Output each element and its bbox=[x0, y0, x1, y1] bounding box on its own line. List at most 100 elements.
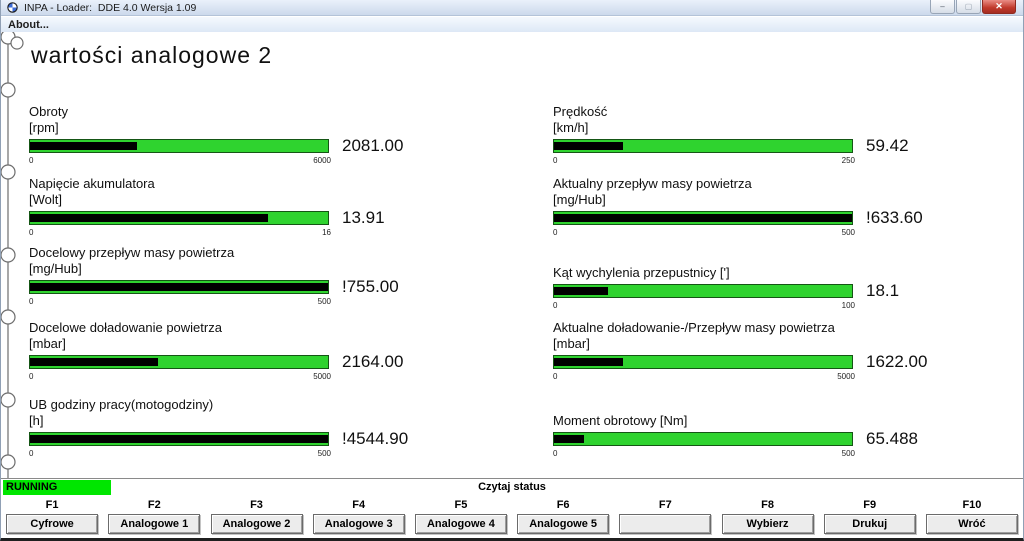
gauge-label: UB godziny pracy(motogodziny) bbox=[29, 397, 214, 412]
function-key-bar: F1 Cyfrowe F2 Analogowe 1 F3 Analogowe 2… bbox=[1, 497, 1023, 534]
gauge-scale-max: 5000 bbox=[313, 372, 331, 381]
gauge-scale-min: 0 bbox=[553, 301, 558, 310]
gauge-scale-min: 0 bbox=[29, 297, 34, 306]
gauge-label: Prędkość bbox=[553, 104, 608, 119]
gauge-scale-max: 500 bbox=[317, 297, 331, 306]
button-analogowe-5[interactable]: Analogowe 5 bbox=[517, 514, 610, 534]
gauge-docelowy-przeplyw: Docelowy przepływ masy powietrza [mg/Hub… bbox=[29, 245, 494, 306]
button-drukuj[interactable]: Drukuj bbox=[823, 514, 916, 534]
connector-chain-decoration bbox=[1, 32, 24, 478]
gauge-scale-max: 500 bbox=[317, 449, 331, 458]
gauge-scale-min: 0 bbox=[29, 449, 34, 458]
gauge-scale-min: 0 bbox=[553, 449, 558, 458]
gauge-value: 2164.00 bbox=[342, 352, 404, 371]
gauge-unit: [h] bbox=[29, 413, 44, 428]
button-analogowe-2[interactable]: Analogowe 2 bbox=[210, 514, 303, 534]
maximize-button[interactable]: ▢ bbox=[956, 0, 981, 14]
gauge-unit: [rpm] bbox=[29, 120, 59, 135]
gauge-bar bbox=[29, 280, 329, 294]
fkey-label-f9: F9 bbox=[863, 499, 877, 511]
gauge-scale-max: 500 bbox=[841, 228, 855, 237]
gauge-bar bbox=[553, 211, 853, 225]
gauge-bar-fill bbox=[554, 358, 623, 366]
bmw-logo-icon bbox=[7, 2, 18, 13]
gauge-scale-min: 0 bbox=[29, 228, 34, 237]
gauge-unit: [mbar] bbox=[553, 336, 590, 351]
gauge-value: !755.00 bbox=[342, 277, 399, 296]
main-area: wartości analogowe 2 Obroty [rpm] 2081.0… bbox=[1, 32, 1023, 478]
gauge-label: Docelowe doładowanie powietrza bbox=[29, 320, 222, 335]
gauge-predkosc: Prędkość [km/h] 59.42 0 250 bbox=[553, 104, 1018, 165]
fkey-label-f5: F5 bbox=[454, 499, 468, 511]
bottom-panel: RUNNING Czytaj status F1 Cyfrowe F2 Anal… bbox=[1, 478, 1023, 538]
running-status-badge: RUNNING bbox=[3, 480, 111, 495]
gauge-bar-fill bbox=[30, 214, 269, 222]
gauge-value: 1622.00 bbox=[866, 352, 928, 371]
gauge-bar bbox=[29, 355, 329, 369]
menu-about[interactable]: About... bbox=[8, 18, 49, 31]
fcol-f8: F8 Wybierz bbox=[716, 497, 818, 534]
minimize-button[interactable]: – bbox=[930, 0, 955, 14]
status-row: RUNNING Czytaj status bbox=[1, 479, 1023, 496]
button-analogowe-1[interactable]: Analogowe 1 bbox=[108, 514, 201, 534]
gauge-obroty: Obroty [rpm] 2081.00 0 6000 bbox=[29, 104, 494, 165]
window-controls: – ▢ ✕ bbox=[929, 0, 1016, 14]
gauge-unit: [mbar] bbox=[29, 336, 66, 351]
gauge-bar-fill bbox=[30, 142, 138, 150]
gauge-value: 18.1 bbox=[866, 281, 900, 300]
gauge-value: 13.91 bbox=[342, 208, 385, 227]
gauge-scale-min: 0 bbox=[29, 372, 34, 381]
gauge-value: 59.42 bbox=[866, 136, 909, 155]
gauge-label: Obroty bbox=[29, 104, 69, 119]
fkey-label-f8: F8 bbox=[761, 499, 774, 511]
button-wroc[interactable]: Wróć bbox=[925, 514, 1018, 534]
button-f7-empty[interactable] bbox=[619, 514, 712, 534]
fkey-label-f4: F4 bbox=[352, 499, 366, 511]
gauge-scale-max: 16 bbox=[322, 228, 331, 237]
fkey-label-f2: F2 bbox=[147, 499, 161, 511]
fkey-label-f10: F10 bbox=[962, 499, 982, 511]
window-title: INPA - Loader: DDE 4.0 Wersja 1.09 bbox=[24, 1, 197, 14]
gauge-bar-fill bbox=[554, 142, 623, 150]
gauge-bar bbox=[553, 432, 853, 446]
button-analogowe-4[interactable]: Analogowe 4 bbox=[414, 514, 507, 534]
gauge-bar bbox=[553, 139, 853, 153]
fkey-label-f6: F6 bbox=[556, 499, 570, 511]
gauge-label: Aktualne doładowanie-/Przepływ masy powi… bbox=[553, 320, 835, 335]
fcol-f10: F10 Wróć bbox=[921, 497, 1023, 534]
gauge-label: Moment obrotowy [Nm] bbox=[553, 413, 688, 428]
gauge-scale-max: 250 bbox=[841, 156, 855, 165]
gauge-value: 65.488 bbox=[866, 429, 918, 448]
gauge-bar-fill bbox=[554, 287, 608, 295]
fcol-f5: F5 Analogowe 4 bbox=[410, 497, 512, 534]
gauge-bar-fill bbox=[30, 435, 328, 443]
gauge-value: !633.60 bbox=[866, 208, 923, 227]
gauge-bar bbox=[553, 355, 853, 369]
button-analogowe-3[interactable]: Analogowe 3 bbox=[312, 514, 405, 534]
gauge-scale-min: 0 bbox=[29, 156, 34, 165]
title-bar: INPA - Loader: DDE 4.0 Wersja 1.09 – ▢ ✕ bbox=[1, 0, 1023, 16]
gauge-scale-min: 0 bbox=[553, 156, 558, 165]
gauge-scale-max: 100 bbox=[841, 301, 855, 310]
gauge-napiecie-akumulatora: Napięcie akumulatora [Wolt] 13.91 0 16 bbox=[29, 176, 494, 237]
menu-bar: About... bbox=[1, 16, 1023, 33]
gauge-bar-fill bbox=[30, 283, 328, 291]
gauge-label: Docelowy przepływ masy powietrza bbox=[29, 245, 235, 260]
gauge-bar-fill bbox=[30, 358, 159, 366]
gauge-label: Kąt wychylenia przepustnicy ['] bbox=[553, 265, 730, 280]
gauge-value: !4544.90 bbox=[342, 429, 409, 448]
button-cyfrowe[interactable]: Cyfrowe bbox=[6, 514, 99, 534]
gauge-moment-obrotowy: Moment obrotowy [Nm] 65.488 0 500 bbox=[553, 413, 1018, 458]
gauge-ub-godziny-pracy: UB godziny pracy(motogodziny) [h] !4544.… bbox=[29, 397, 494, 458]
gauge-label: Aktualny przepływ masy powietrza bbox=[553, 176, 752, 191]
fkey-label-f1: F1 bbox=[45, 499, 59, 511]
gauge-bar bbox=[29, 211, 329, 225]
gauge-bar bbox=[553, 284, 853, 298]
gauge-label: Napięcie akumulatora bbox=[29, 176, 155, 191]
gauge-scale-min: 0 bbox=[553, 372, 558, 381]
gauge-unit: [Wolt] bbox=[29, 192, 62, 207]
close-button[interactable]: ✕ bbox=[982, 0, 1016, 14]
button-wybierz[interactable]: Wybierz bbox=[721, 514, 814, 534]
page-title: wartości analogowe 2 bbox=[31, 42, 273, 68]
